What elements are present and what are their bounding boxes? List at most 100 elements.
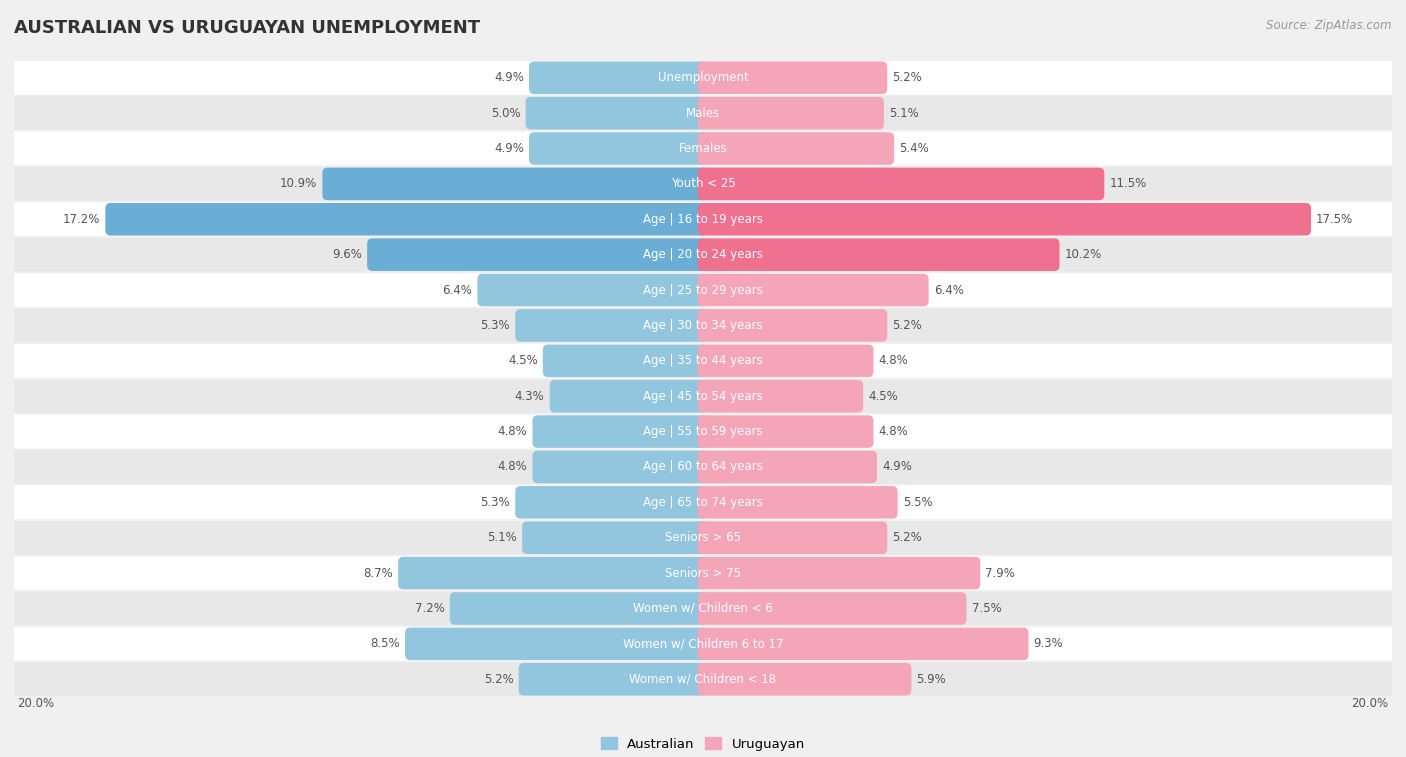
Text: 4.9%: 4.9%: [882, 460, 912, 473]
Text: Age | 25 to 29 years: Age | 25 to 29 years: [643, 284, 763, 297]
Text: Age | 35 to 44 years: Age | 35 to 44 years: [643, 354, 763, 367]
FancyBboxPatch shape: [697, 203, 1310, 235]
Text: Age | 60 to 64 years: Age | 60 to 64 years: [643, 460, 763, 473]
Text: 4.8%: 4.8%: [498, 460, 527, 473]
FancyBboxPatch shape: [14, 273, 1392, 307]
FancyBboxPatch shape: [697, 557, 980, 590]
Text: Youth < 25: Youth < 25: [671, 177, 735, 191]
FancyBboxPatch shape: [14, 415, 1392, 448]
FancyBboxPatch shape: [526, 97, 709, 129]
FancyBboxPatch shape: [14, 592, 1392, 625]
Text: 4.8%: 4.8%: [879, 354, 908, 367]
FancyBboxPatch shape: [533, 416, 709, 448]
FancyBboxPatch shape: [697, 450, 877, 483]
FancyBboxPatch shape: [322, 167, 709, 200]
Text: Age | 45 to 54 years: Age | 45 to 54 years: [643, 390, 763, 403]
FancyBboxPatch shape: [550, 380, 709, 413]
FancyBboxPatch shape: [697, 380, 863, 413]
FancyBboxPatch shape: [367, 238, 709, 271]
FancyBboxPatch shape: [14, 521, 1392, 555]
FancyBboxPatch shape: [529, 132, 709, 165]
FancyBboxPatch shape: [533, 450, 709, 483]
Text: Age | 30 to 34 years: Age | 30 to 34 years: [643, 319, 763, 332]
Text: Unemployment: Unemployment: [658, 71, 748, 84]
Text: 17.2%: 17.2%: [63, 213, 100, 226]
Text: Age | 55 to 59 years: Age | 55 to 59 years: [643, 425, 763, 438]
FancyBboxPatch shape: [450, 592, 709, 625]
Text: 5.3%: 5.3%: [481, 496, 510, 509]
FancyBboxPatch shape: [14, 238, 1392, 272]
FancyBboxPatch shape: [405, 628, 709, 660]
FancyBboxPatch shape: [697, 344, 873, 377]
FancyBboxPatch shape: [697, 274, 928, 307]
FancyBboxPatch shape: [515, 309, 709, 341]
Text: 4.5%: 4.5%: [869, 390, 898, 403]
Text: 20.0%: 20.0%: [17, 696, 55, 710]
Text: Seniors > 65: Seniors > 65: [665, 531, 741, 544]
Text: 7.5%: 7.5%: [972, 602, 1001, 615]
Text: 10.9%: 10.9%: [280, 177, 318, 191]
Text: 5.1%: 5.1%: [889, 107, 918, 120]
FancyBboxPatch shape: [14, 662, 1392, 696]
Text: 5.2%: 5.2%: [893, 319, 922, 332]
Text: 5.4%: 5.4%: [900, 142, 929, 155]
FancyBboxPatch shape: [14, 450, 1392, 484]
Text: Women w/ Children < 18: Women w/ Children < 18: [630, 673, 776, 686]
FancyBboxPatch shape: [478, 274, 709, 307]
Text: 4.3%: 4.3%: [515, 390, 544, 403]
Text: 8.5%: 8.5%: [370, 637, 399, 650]
Text: 17.5%: 17.5%: [1316, 213, 1354, 226]
FancyBboxPatch shape: [14, 485, 1392, 519]
Text: 7.2%: 7.2%: [415, 602, 444, 615]
FancyBboxPatch shape: [697, 61, 887, 94]
FancyBboxPatch shape: [697, 309, 887, 341]
FancyBboxPatch shape: [14, 167, 1392, 201]
Text: Age | 65 to 74 years: Age | 65 to 74 years: [643, 496, 763, 509]
FancyBboxPatch shape: [519, 663, 709, 696]
FancyBboxPatch shape: [14, 627, 1392, 661]
Text: 8.7%: 8.7%: [363, 566, 392, 580]
Text: 11.5%: 11.5%: [1109, 177, 1147, 191]
FancyBboxPatch shape: [14, 96, 1392, 130]
Text: 4.9%: 4.9%: [494, 71, 524, 84]
FancyBboxPatch shape: [515, 486, 709, 519]
Text: 4.8%: 4.8%: [498, 425, 527, 438]
Text: Age | 16 to 19 years: Age | 16 to 19 years: [643, 213, 763, 226]
Text: 4.5%: 4.5%: [508, 354, 537, 367]
Text: Source: ZipAtlas.com: Source: ZipAtlas.com: [1267, 19, 1392, 32]
Text: 5.2%: 5.2%: [484, 673, 513, 686]
FancyBboxPatch shape: [14, 61, 1392, 95]
FancyBboxPatch shape: [14, 202, 1392, 236]
FancyBboxPatch shape: [697, 663, 911, 696]
Text: 6.4%: 6.4%: [934, 284, 963, 297]
FancyBboxPatch shape: [522, 522, 709, 554]
FancyBboxPatch shape: [543, 344, 709, 377]
Text: 5.2%: 5.2%: [893, 71, 922, 84]
Text: Females: Females: [679, 142, 727, 155]
Text: 5.5%: 5.5%: [903, 496, 932, 509]
Text: Age | 20 to 24 years: Age | 20 to 24 years: [643, 248, 763, 261]
Text: 5.0%: 5.0%: [491, 107, 520, 120]
FancyBboxPatch shape: [14, 344, 1392, 378]
FancyBboxPatch shape: [14, 379, 1392, 413]
FancyBboxPatch shape: [529, 61, 709, 94]
FancyBboxPatch shape: [697, 522, 887, 554]
Text: 4.9%: 4.9%: [494, 142, 524, 155]
Text: 5.3%: 5.3%: [481, 319, 510, 332]
FancyBboxPatch shape: [14, 556, 1392, 590]
FancyBboxPatch shape: [697, 97, 884, 129]
Legend: Australian, Uruguayan: Australian, Uruguayan: [596, 732, 810, 756]
Text: 5.2%: 5.2%: [893, 531, 922, 544]
FancyBboxPatch shape: [697, 167, 1104, 200]
Text: 7.9%: 7.9%: [986, 566, 1015, 580]
Text: Seniors > 75: Seniors > 75: [665, 566, 741, 580]
Text: 10.2%: 10.2%: [1064, 248, 1102, 261]
Text: 9.3%: 9.3%: [1033, 637, 1063, 650]
FancyBboxPatch shape: [697, 416, 873, 448]
Text: 9.6%: 9.6%: [332, 248, 361, 261]
Text: Women w/ Children 6 to 17: Women w/ Children 6 to 17: [623, 637, 783, 650]
FancyBboxPatch shape: [697, 486, 897, 519]
Text: Males: Males: [686, 107, 720, 120]
Text: 5.1%: 5.1%: [488, 531, 517, 544]
Text: 4.8%: 4.8%: [879, 425, 908, 438]
